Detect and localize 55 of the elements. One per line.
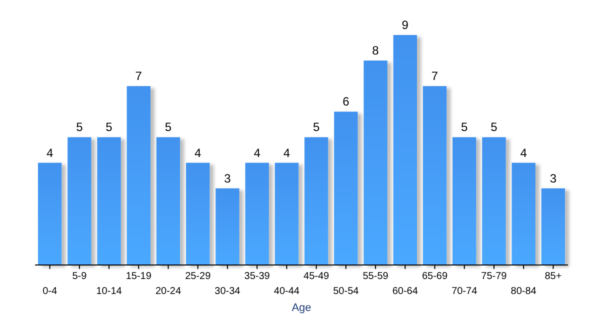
data-label: 6	[342, 94, 350, 109]
x-tick-label: 55-59	[362, 271, 389, 282]
x-tick-label: 30-34	[214, 286, 241, 297]
x-tick-label: 50-54	[333, 286, 360, 297]
data-label: 5	[490, 120, 498, 134]
data-label: 5	[312, 120, 320, 134]
data-label: 5	[164, 120, 172, 134]
x-tick-label: 70-74	[452, 286, 478, 297]
data-label: 7	[431, 69, 438, 84]
bar	[156, 137, 180, 265]
x-tick-label: 85+	[544, 271, 562, 282]
data-label: 4	[194, 146, 202, 160]
x-tick-label: 60-64	[392, 286, 418, 297]
bar	[364, 60, 388, 265]
data-label: 4	[283, 146, 290, 160]
data-label: 4	[254, 146, 261, 160]
x-tick-label: 5-9	[72, 271, 88, 282]
x-tick-label: 45-49	[304, 271, 330, 282]
bar	[245, 162, 269, 265]
bar	[334, 112, 358, 265]
data-label: 5	[76, 120, 84, 134]
bar	[393, 35, 417, 265]
data-label: 8	[372, 44, 380, 58]
data-label: 4	[46, 146, 54, 160]
x-tick-label: 80-84	[510, 286, 537, 297]
x-tick-label: 40-44	[274, 286, 300, 297]
bar	[126, 86, 150, 265]
data-label: 5	[461, 120, 468, 134]
bar	[541, 188, 566, 265]
data-label: 4	[520, 146, 528, 160]
bar	[512, 162, 536, 265]
bar	[482, 137, 506, 265]
x-tick-label: 10-14	[96, 286, 122, 297]
bar	[452, 137, 476, 265]
x-tick-label: 15-19	[126, 271, 152, 282]
x-tick-label: 20-24	[155, 286, 182, 297]
x-tick-label: 25-29	[185, 271, 212, 282]
x-tick-label: 75-79	[481, 271, 508, 282]
data-label: 3	[224, 171, 232, 186]
bar	[274, 162, 299, 265]
bar	[304, 137, 328, 265]
x-tick-label: 35-39	[244, 271, 270, 282]
x-axis-title: Age	[292, 302, 312, 314]
x-tick-label: 0-4	[42, 286, 58, 297]
bar	[186, 162, 210, 265]
bar	[38, 162, 62, 265]
bar	[422, 86, 447, 265]
bar	[97, 137, 121, 265]
x-tick-label: 65-69	[422, 271, 448, 282]
data-label: 7	[135, 69, 142, 84]
bar	[216, 188, 240, 265]
data-label: 5	[106, 120, 113, 134]
data-label: 3	[550, 171, 557, 186]
bar	[68, 137, 92, 265]
data-label: 9	[402, 18, 409, 32]
